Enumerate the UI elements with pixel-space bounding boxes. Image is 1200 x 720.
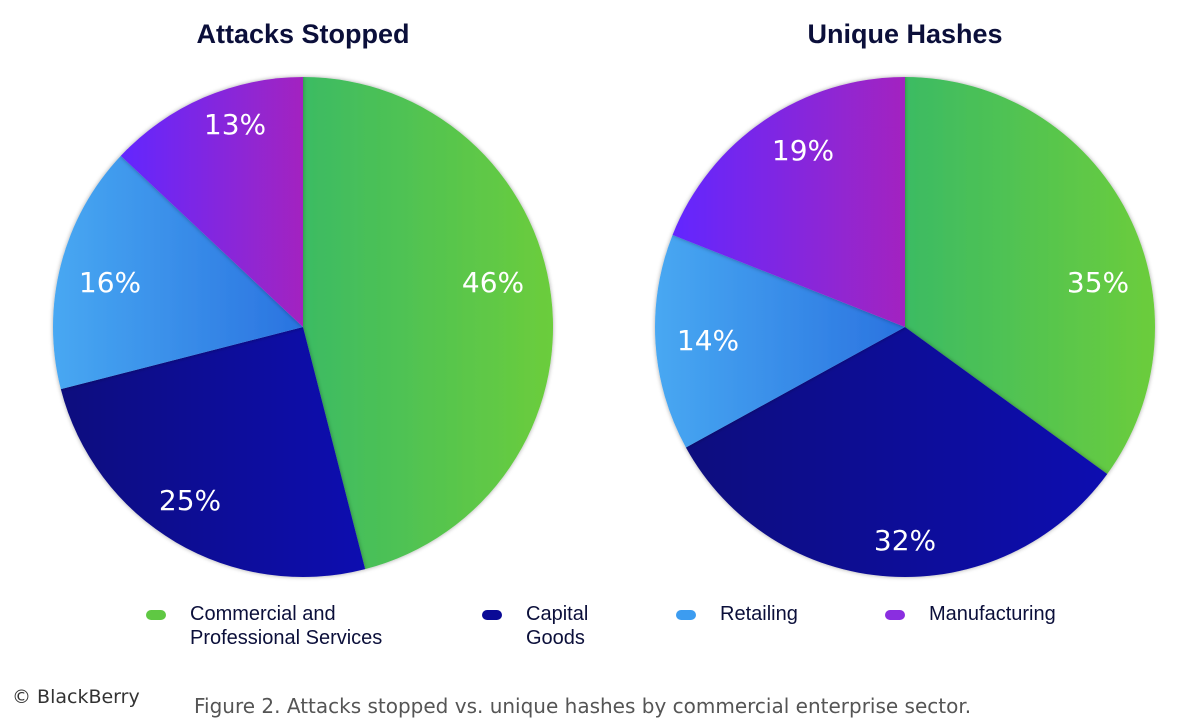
slice-commercial (303, 77, 554, 570)
legend-item-capital-goods: Capital Goods (482, 602, 588, 650)
slice-retailing (52, 155, 304, 390)
figure-caption: Figure 2. Attacks stopped vs. unique has… (194, 694, 972, 718)
slice-manufacturing (120, 77, 303, 327)
copyright-notice: © BlackBerry (12, 686, 140, 708)
legend-swatch-retailing (676, 610, 696, 620)
legend-item-manufacturing: Manufacturing (885, 602, 1056, 626)
slice-label-capital-goods: 32% (874, 524, 936, 557)
chart-title-2: Unique Hashes (807, 19, 1002, 49)
slice-label-commercial: 46% (462, 266, 524, 299)
slice-commercial (905, 77, 1155, 474)
pie-charts: 46% 25% 16% 13% Attacks Stopped 35% 32% 14% 19% U… (52, 19, 1155, 578)
slice-label-capital-goods: 25% (159, 484, 221, 517)
legend-swatch-commercial (146, 610, 166, 620)
slice-label-manufacturing: 19% (772, 134, 834, 167)
slice-label-retailing: 14% (677, 324, 739, 357)
slice-label-manufacturing: 13% (204, 108, 266, 141)
legend-label-commercial: Commercial and Professional Services (190, 603, 383, 649)
slice-label-commercial: 35% (1067, 266, 1129, 299)
legend-label-retailing: Retailing (720, 603, 798, 625)
legend-label-manufacturing: Manufacturing (929, 603, 1056, 625)
slice-retailing (655, 234, 905, 448)
legend-item-commercial: Commercial and Professional Services (146, 602, 382, 650)
legend-swatch-manufacturing (885, 610, 905, 620)
slice-label-retailing: 16% (79, 266, 141, 299)
slice-capital-goods (60, 327, 366, 578)
slice-capital-goods (685, 327, 1108, 578)
chart-title-1: Attacks Stopped (196, 19, 409, 49)
slice-manufacturing (672, 77, 905, 327)
legend-swatch-capital-goods (482, 610, 502, 620)
legend: Commercial and Professional Services Cap… (0, 598, 1200, 658)
legend-label-capital-goods: Capital Goods (526, 603, 589, 649)
pie-chart-1: 46% 25% 16% 13% Attacks Stopped (52, 19, 554, 578)
legend-item-retailing: Retailing (676, 602, 798, 626)
pie-chart-2: 35% 32% 14% 19% Unique Hashes (655, 19, 1155, 578)
